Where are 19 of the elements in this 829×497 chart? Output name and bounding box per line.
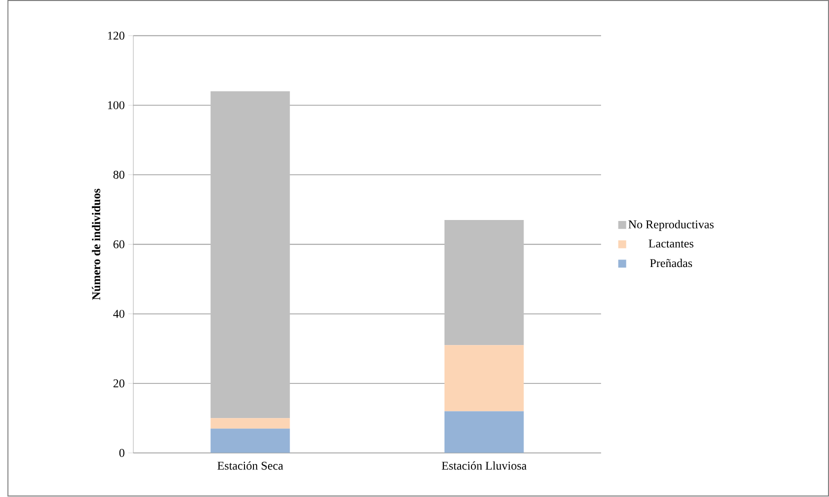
legend-label: No Reproductivas (628, 220, 714, 232)
y-tick-label: 40 (113, 310, 124, 318)
y-tick-label: 120 (108, 32, 124, 40)
y-tick-label: 0 (119, 449, 124, 458)
y-tick-label: 100 (108, 101, 124, 110)
legend-label: Preñadas (650, 259, 692, 268)
x-tick-label: Estación Seca (218, 462, 284, 470)
y-tick-label: 20 (114, 380, 124, 388)
y-tick-label: 80 (113, 170, 124, 179)
bar (210, 418, 290, 429)
bar (444, 411, 524, 454)
x-tick-label: Estación Lluviosa (442, 462, 527, 470)
y-tick-label: 60 (113, 240, 124, 249)
bar (210, 92, 290, 418)
legend-label: Lactantes (648, 240, 694, 248)
bar (444, 345, 524, 412)
bar (210, 428, 290, 454)
y-axis-title: Número de individuos (92, 188, 100, 300)
bar (444, 220, 524, 346)
